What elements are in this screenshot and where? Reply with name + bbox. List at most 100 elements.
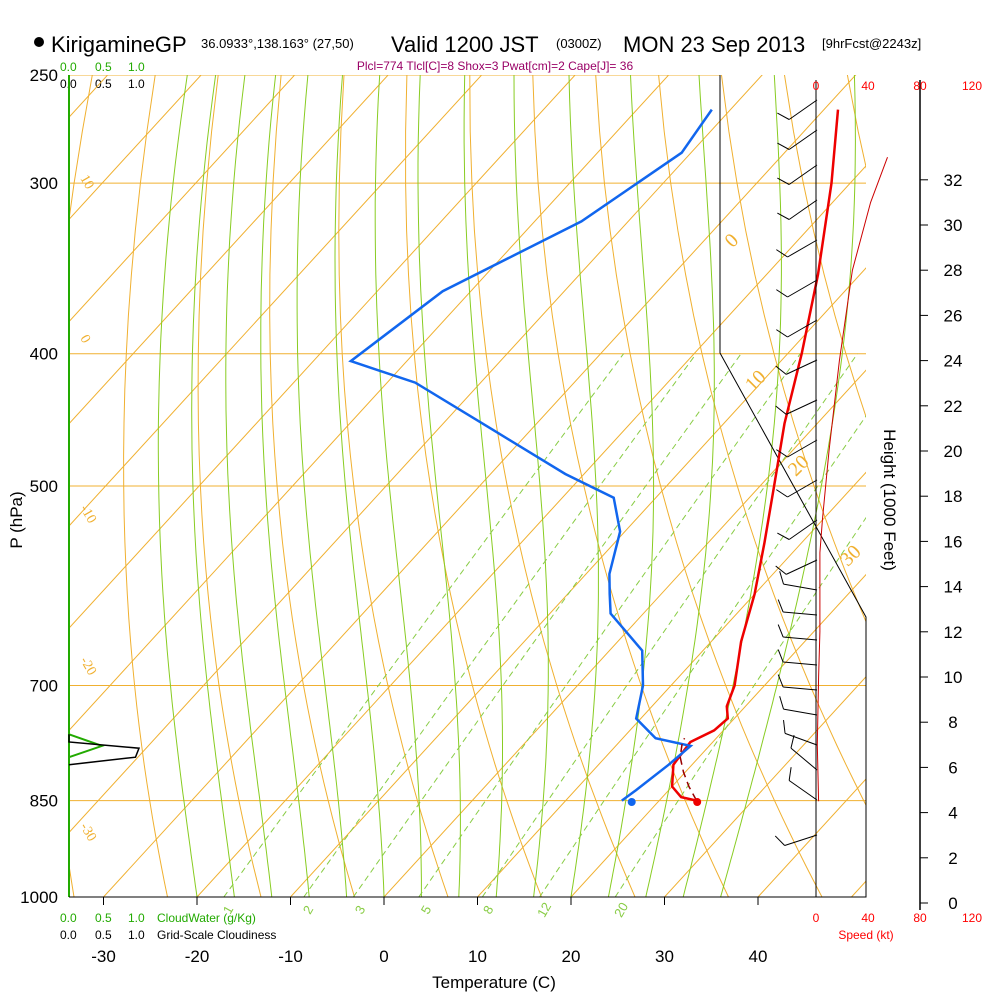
isotherm-line [69,75,389,425]
isotherm-line [383,369,866,897]
wind-barb-staff [783,636,818,641]
forecast-info: [9hrFcst@2243z] [822,36,921,51]
wind-barb-flag [776,249,788,258]
dry-adiabat-label: -10 [77,503,99,527]
wind-barb-icon [779,571,818,591]
wind-barb-staff [783,686,818,691]
moist-adiabat-line [417,75,461,897]
moist-adiabat-line [607,75,655,897]
wind-barb-icon [777,649,818,666]
station-name: KirigamineGP [51,32,187,57]
station-coords: 36.0933°,138.163° (27,50) [201,36,354,51]
dry-adiabat-label: -30 [77,821,99,845]
speed-tick-label-top: 120 [962,79,982,93]
isotherm-line [851,880,866,897]
wind-barb-staff [785,359,818,375]
temperature-line [670,109,840,802]
mixing-ratio-label: 2 [300,903,317,917]
pressure-tick-label: 250 [30,66,58,85]
x-tick-label: -30 [91,947,116,966]
wind-barb-staff [783,661,818,666]
height-tick-label: 4 [948,804,957,823]
mixing-ratio-line [539,415,866,897]
height-tick-label: 32 [944,171,963,190]
wind-barb-staff [787,479,818,498]
isotherm-line [196,165,866,897]
x-tick-label: -20 [185,947,210,966]
cloud-water-scale-top-1: 0.5 [95,60,112,74]
valid-date: MON 23 Sep 2013 [623,32,805,57]
parcel-line [679,737,698,801]
dry-adiabat-line [595,75,823,897]
wind-barb-icon [776,279,818,298]
surface-dewpoint-marker [627,798,636,806]
isotherm-line [103,75,857,897]
wind-barb-staff [783,708,818,716]
dry-adiabat-line [720,75,866,623]
wind-barb-flag [774,835,786,846]
wind-barb-flag [779,571,784,585]
mixing-ratio-label: 3 [352,903,369,917]
height-tick-label: 2 [948,849,957,868]
wind-barb-icon [775,399,818,415]
height-tick-label: 10 [944,668,963,687]
wind-barb-icon [777,519,818,540]
dry-adiabat-line [69,75,93,897]
speed-axis-label: Speed (kt) [838,928,893,942]
wind-barb-staff [790,747,818,771]
wind-barb-flag [777,212,790,220]
cloudiness-scale-top-2: 1.0 [128,77,145,91]
wind-barb-flag [775,565,787,575]
x-tick-label: 10 [468,947,487,966]
mixing-ratio-line [418,353,801,897]
dry-adiabat-line [658,75,866,807]
moist-adiabat-line [334,75,385,897]
height-tick-label: 26 [944,306,963,325]
height-tick-label: 8 [948,713,957,732]
wind-barb-icon [777,164,818,185]
height-tick-label: 12 [944,623,963,642]
dry-adiabat-line [947,0,1000,926]
pressure-tick-label: 500 [30,477,58,496]
wind-barb-icon [777,674,818,691]
moist-adiabat-line [296,75,348,897]
moist-adiabat-line [463,75,503,897]
dry-adiabat-line [197,75,262,897]
pressure-tick-label: 850 [30,792,58,811]
wind-barb-staff [788,199,818,220]
wind-barb-staff [787,279,818,298]
wind-barb-icon [776,319,818,338]
moist-adiabat-line [682,75,782,897]
moist-adiabat-line [513,75,549,897]
dry-adiabat-line [888,0,1000,926]
wind-barb-flag [777,599,784,613]
moist-adiabat-label: 10 [741,366,771,396]
height-tick-label: 6 [948,758,957,777]
pressure-tick-label: 400 [30,345,58,364]
wind-barb-flag [776,489,788,498]
speed-tick-label-top: 80 [913,79,927,93]
mixing-ratio-label: 8 [480,903,497,917]
x-tick-label: 0 [379,947,388,966]
dry-adiabat-line [846,75,866,170]
wind-barb-flag [777,532,790,540]
wind-barb-flag [777,142,790,150]
wind-barb-icon [779,696,818,716]
wind-barb-icon [775,559,818,575]
cloudiness-scale-bottom-2: 1.0 [128,928,145,942]
speed-tick-label-top: 40 [861,79,875,93]
mixing-ratio-line [303,353,697,897]
valid-time: Valid 1200 JST [391,32,539,57]
wind-barb-icon [777,199,818,220]
x-tick-label: 20 [562,947,581,966]
wind-barb-staff [788,519,818,540]
dry-adiabat-line [469,75,636,897]
moist-adiabat-line [374,75,422,897]
height-tick-label: 18 [944,487,963,506]
y-axis-label: P (hPa) [7,491,26,548]
dry-adiabat-line [123,75,169,897]
cloudiness-scale-top-1: 0.5 [95,77,112,91]
plot-boundary [69,75,867,898]
speed-tick-label-bottom: 0 [813,911,820,925]
wind-barb-flag [777,177,790,185]
